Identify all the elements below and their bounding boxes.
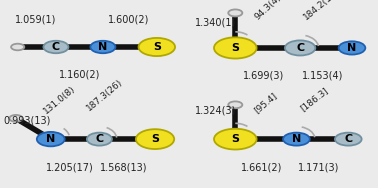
Text: N: N — [46, 134, 55, 144]
Circle shape — [339, 41, 365, 55]
Text: N: N — [347, 43, 356, 53]
Text: 1.059(1): 1.059(1) — [15, 14, 57, 24]
Circle shape — [285, 40, 315, 55]
Text: 1.160(2): 1.160(2) — [59, 70, 100, 80]
Circle shape — [87, 133, 112, 146]
Circle shape — [335, 133, 362, 146]
Text: 1.600(2): 1.600(2) — [108, 14, 150, 24]
Circle shape — [11, 44, 24, 50]
Text: S: S — [231, 134, 239, 144]
Text: 1.661(2): 1.661(2) — [240, 163, 282, 173]
Text: [186.3]: [186.3] — [298, 86, 330, 113]
Text: 1.340(1): 1.340(1) — [195, 18, 236, 28]
Text: N: N — [98, 42, 107, 52]
Circle shape — [139, 38, 175, 56]
Circle shape — [90, 41, 115, 53]
Text: 0.993(13): 0.993(13) — [4, 116, 51, 126]
Circle shape — [283, 133, 310, 146]
Text: [95.4]: [95.4] — [252, 90, 278, 115]
Text: S: S — [153, 42, 161, 52]
Text: 131.0(8): 131.0(8) — [42, 84, 77, 116]
Text: 1.324(3): 1.324(3) — [195, 106, 236, 116]
Text: 94.3(4): 94.3(4) — [253, 0, 283, 22]
Text: 1.205(17): 1.205(17) — [46, 163, 94, 173]
Text: 1.153(4): 1.153(4) — [302, 70, 343, 80]
Text: C: C — [344, 134, 352, 144]
Text: 184.2(12): 184.2(12) — [302, 0, 341, 22]
Text: C: C — [95, 134, 104, 144]
Text: 1.699(3): 1.699(3) — [242, 70, 284, 80]
Circle shape — [228, 9, 242, 16]
Text: N: N — [292, 134, 301, 144]
Circle shape — [214, 129, 257, 149]
Circle shape — [228, 101, 242, 108]
Circle shape — [43, 41, 68, 53]
Circle shape — [214, 37, 257, 58]
Circle shape — [37, 132, 65, 146]
Circle shape — [136, 129, 174, 149]
Text: 1.171(3): 1.171(3) — [298, 163, 339, 173]
Circle shape — [9, 115, 23, 122]
Text: C: C — [52, 42, 60, 52]
Text: C: C — [296, 43, 304, 53]
Text: S: S — [231, 43, 239, 53]
Text: S: S — [151, 134, 159, 144]
Text: 187.3(26): 187.3(26) — [85, 78, 125, 113]
Text: 1.568(13): 1.568(13) — [100, 163, 147, 173]
